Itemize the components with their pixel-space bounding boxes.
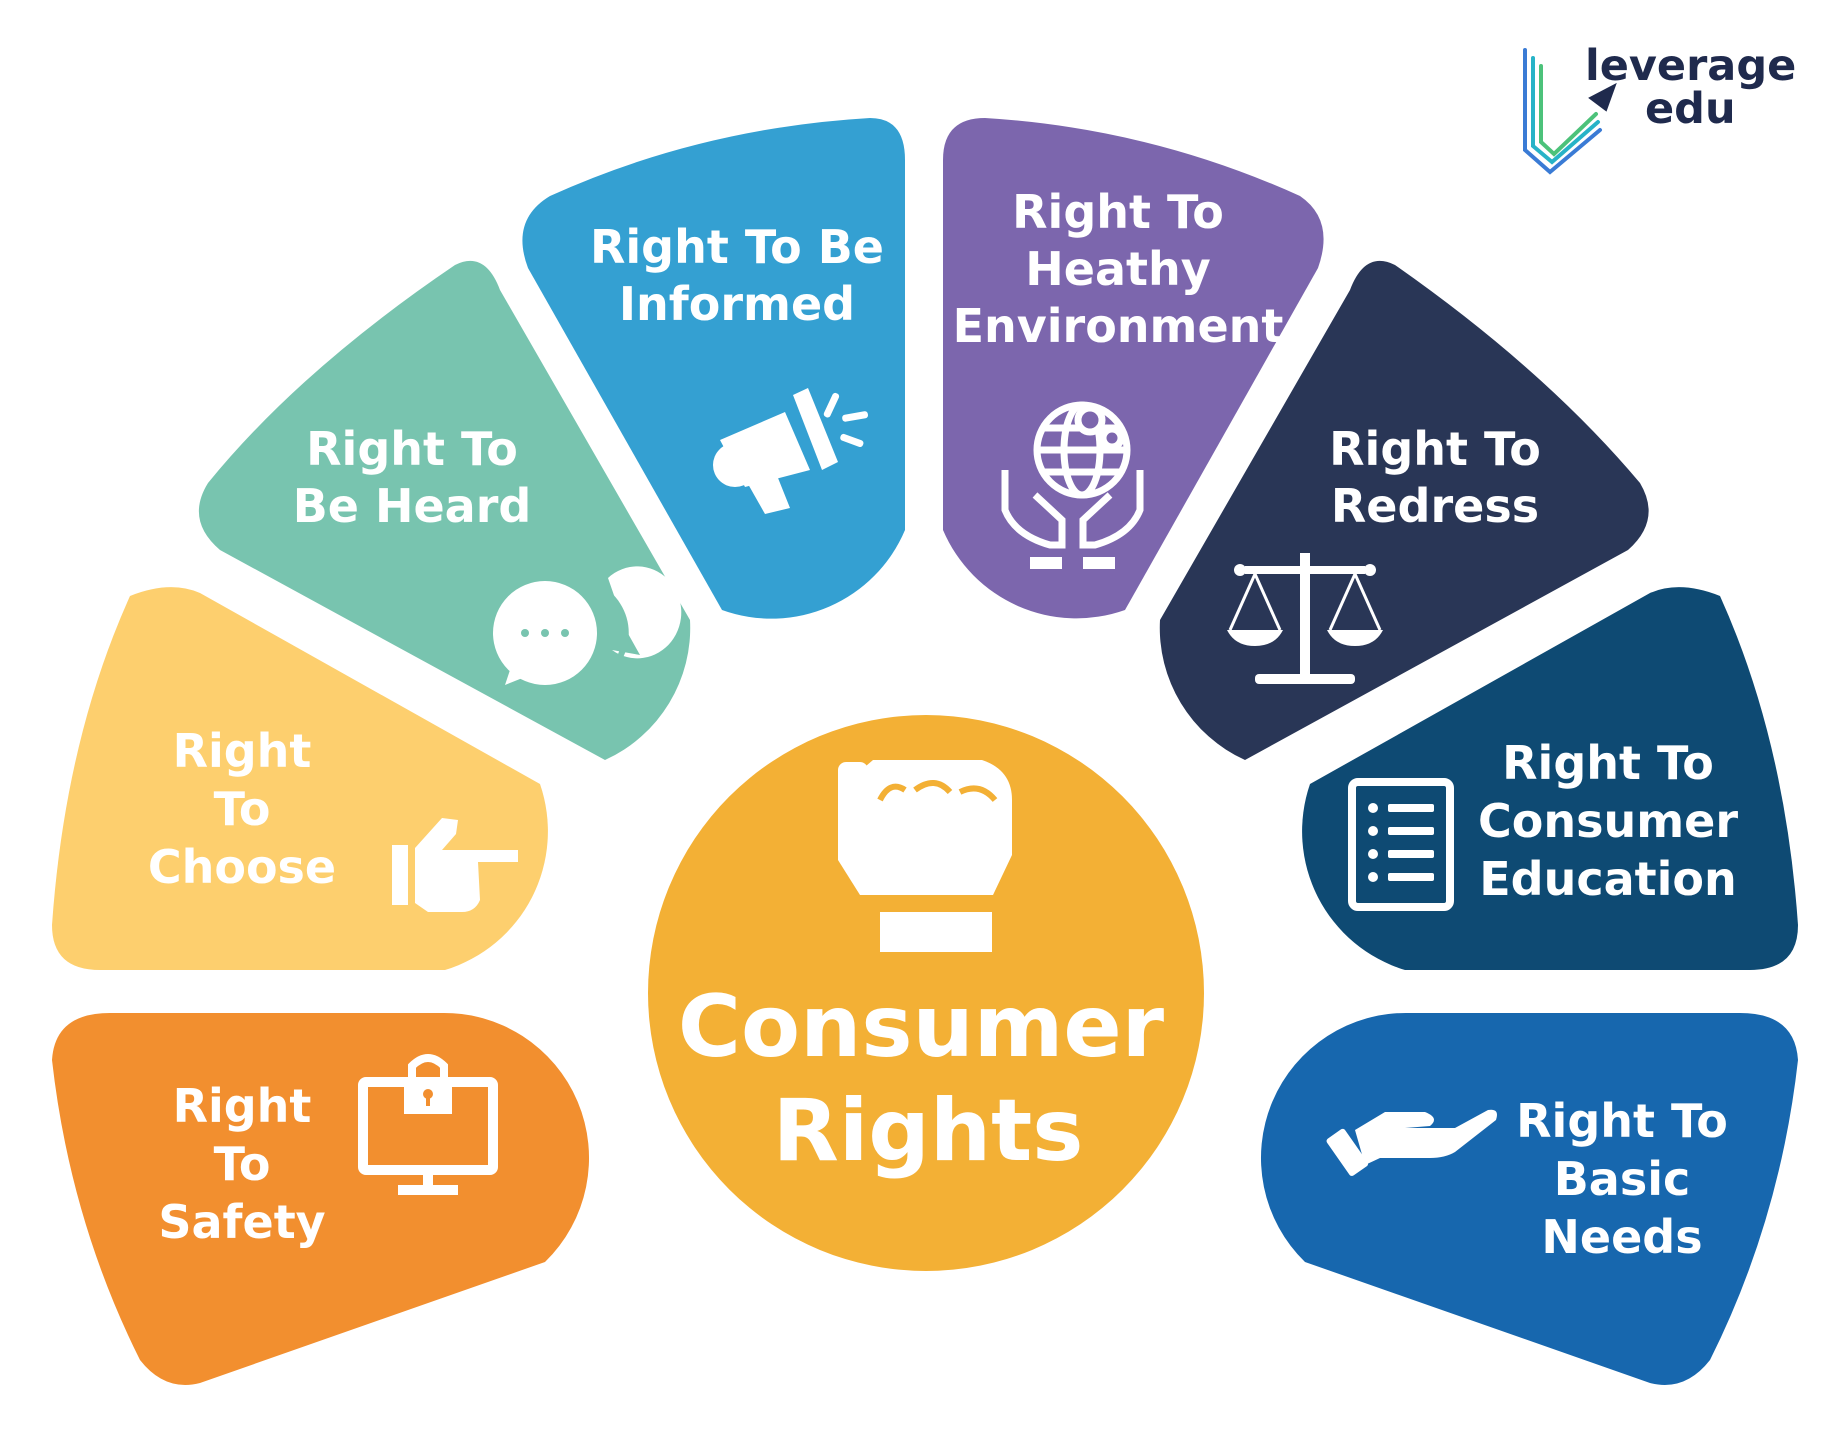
computer-lock-icon bbox=[358, 1054, 498, 1195]
petal-redress-label-line2: Redress bbox=[1331, 479, 1539, 533]
petal-choose-label-line1: Right bbox=[173, 724, 312, 778]
petal-right-to-redress bbox=[1159, 260, 1649, 760]
petal-environment-label-line1: Right To bbox=[1012, 185, 1224, 239]
raised-fist-icon bbox=[838, 760, 1012, 952]
petal-environment-label-line3: Environment bbox=[953, 299, 1284, 353]
logo-text-line2: edu bbox=[1645, 84, 1736, 134]
petal-heard-label-line2: Be Heard bbox=[293, 479, 532, 533]
petal-choose-label-line2: To bbox=[214, 782, 271, 836]
petal-safety-label-line1: Right bbox=[173, 1079, 312, 1133]
petal-heard-label-line1: Right To bbox=[306, 422, 518, 476]
petal-right-to-basic-needs bbox=[1260, 1012, 1798, 1385]
center-title-line2: Rights bbox=[773, 1081, 1084, 1181]
petal-redress-label-line1: Right To bbox=[1329, 422, 1541, 476]
megaphone-icon bbox=[713, 388, 869, 514]
chat-bubbles-icon bbox=[493, 566, 682, 685]
petal-education-label-line3: Education bbox=[1479, 852, 1737, 906]
petal-choose-label-line3: Choose bbox=[148, 840, 336, 894]
center-circle bbox=[648, 715, 1204, 1271]
petal-basic-label-line1: Right To bbox=[1516, 1094, 1728, 1148]
globe-hands-icon bbox=[1001, 401, 1144, 569]
logo-mark-icon bbox=[1523, 48, 1617, 175]
petal-education-label-line1: Right To bbox=[1502, 736, 1714, 790]
petal-safety-label-line3: Safety bbox=[158, 1195, 325, 1249]
petal-informed-label-line2: Informed bbox=[619, 277, 855, 331]
pointing-hand-icon bbox=[392, 818, 518, 912]
petal-safety-label-line2: To bbox=[214, 1137, 271, 1191]
checklist-icon bbox=[1348, 778, 1454, 911]
center-title-line1: Consumer bbox=[678, 977, 1165, 1077]
petal-basic-label-line2: Basic bbox=[1554, 1152, 1691, 1206]
petal-informed-label-line1: Right To Be bbox=[590, 220, 884, 274]
logo-text-line1: leverage bbox=[1585, 41, 1796, 91]
petal-right-to-safety bbox=[52, 1012, 590, 1385]
leverage-edu-logo: leverage edu bbox=[1523, 41, 1796, 175]
petal-basic-label-line3: Needs bbox=[1541, 1210, 1702, 1264]
giving-hand-icon bbox=[1326, 1109, 1497, 1176]
scales-icon bbox=[1227, 553, 1383, 684]
petal-right-to-be-informed bbox=[522, 118, 905, 619]
petal-environment-label-line2: Heathy bbox=[1025, 242, 1210, 296]
petal-education-label-line2: Consumer bbox=[1478, 794, 1738, 848]
